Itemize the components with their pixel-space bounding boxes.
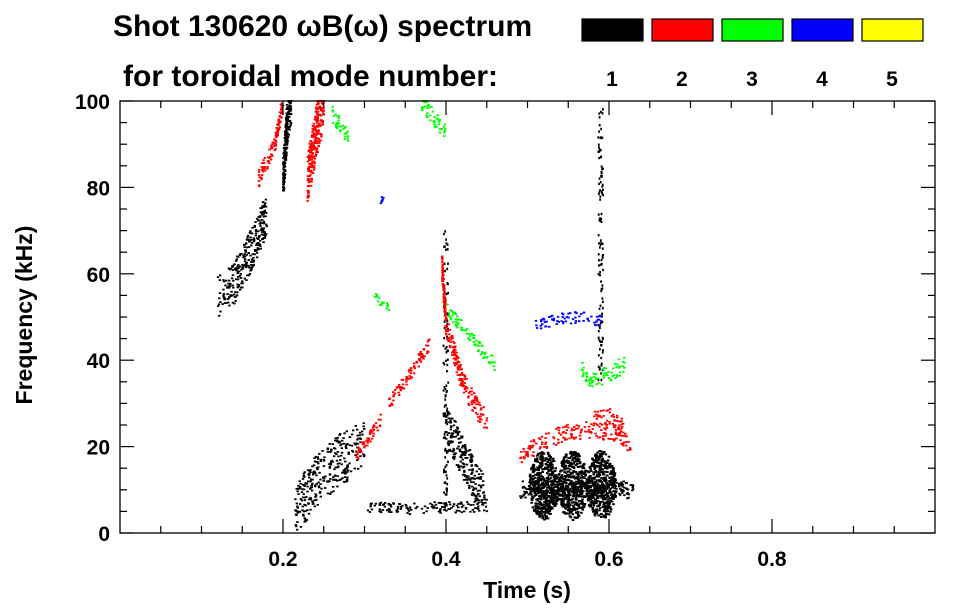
mode-2-feature-12 [388, 338, 431, 408]
mode-4-feature-22 [534, 311, 603, 330]
legend-swatch-2 [651, 18, 714, 42]
mode-3-feature-19 [580, 356, 626, 388]
legend-label-2: 2 [676, 68, 688, 91]
mode-1-feature-1 [216, 198, 268, 317]
mode-2-feature-15 [519, 421, 632, 464]
mode-3-feature-18 [420, 100, 447, 137]
legend-label-5: 5 [886, 68, 898, 91]
x-tick-label-0.4: 0.4 [431, 548, 461, 571]
chart-title-line2: for toroidal mode number: [123, 60, 498, 93]
legend-swatch-4 [791, 18, 854, 42]
mode-4-feature-23 [379, 196, 385, 205]
mode-2-feature-10 [257, 102, 285, 188]
mode-1-feature-4 [366, 500, 479, 515]
x-tick-label-0.2: 0.2 [268, 548, 297, 571]
mode-1-feature-7 [519, 480, 635, 500]
y-tick-label-20: 20 [87, 437, 110, 460]
chart-title-line1: Shot 130620 ωB(ω) spectrum [113, 10, 532, 43]
legend-label-1: 1 [606, 68, 618, 91]
legend-swatch-1 [581, 18, 644, 42]
legend-swatch-3 [721, 18, 784, 42]
legend-swatch-5 [861, 18, 924, 42]
plot-frame [119, 100, 936, 534]
axes: 0.2 0.4 0.6 0.8 0 20 40 60 80 100 [75, 91, 936, 571]
x-tick-label-0.6: 0.6 [594, 548, 623, 571]
spectrum-data [216, 100, 635, 531]
legend-label-4: 4 [816, 68, 828, 91]
legend: 1 2 3 4 5 [581, 18, 924, 91]
mode-2-feature-14 [441, 255, 489, 429]
y-tick-label-0: 0 [98, 523, 110, 546]
mode-3-feature-21 [373, 293, 391, 311]
x-axis-label: Time (s) [483, 577, 571, 603]
mode-2-feature-13 [355, 413, 382, 460]
y-tick-label-100: 100 [75, 91, 110, 114]
x-tick-label-0.8: 0.8 [757, 548, 787, 571]
mode-3-feature-20 [446, 303, 496, 371]
mode-3-feature-17 [331, 105, 350, 142]
legend-label-3: 3 [746, 68, 758, 91]
y-tick-label-60: 60 [87, 264, 110, 287]
mode-1-feature-8 [597, 108, 604, 382]
y-tick-label-40: 40 [87, 350, 110, 373]
mode-2-feature-16 [593, 408, 627, 437]
mode-1-feature-3 [294, 422, 366, 531]
mode-2-feature-11 [306, 100, 326, 202]
y-axis-label: Frequency (kHz) [11, 226, 37, 405]
y-tick-label-80: 80 [87, 177, 110, 200]
mode-1-feature-5 [445, 410, 489, 513]
